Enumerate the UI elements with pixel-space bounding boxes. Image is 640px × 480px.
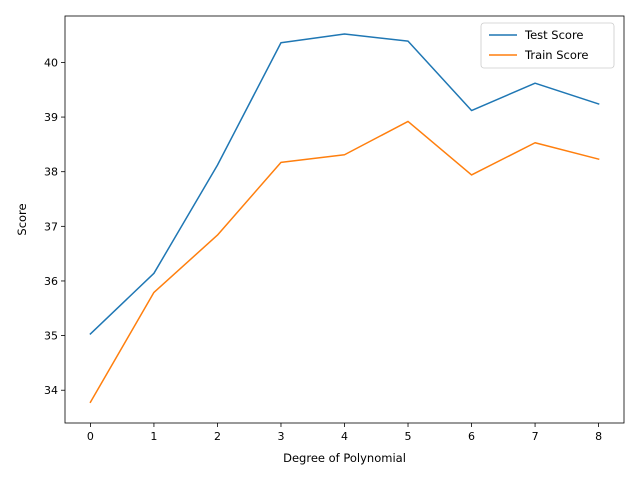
x-tick-label: 6 [468,430,475,443]
series-line-test-score [89,33,600,336]
y-tick-label: 35 [44,330,58,343]
x-tick-label: 0 [87,430,94,443]
y-tick-label: 36 [44,275,58,288]
y-tick-label: 34 [44,384,58,397]
x-tick-label: 5 [405,430,412,443]
y-tick-label: 39 [44,111,58,124]
x-tick-label: 8 [595,430,602,443]
x-axis-label: Degree of Polynomial [283,451,406,465]
x-axis-ticks: 0 1 2 3 4 5 6 7 8 [87,423,602,443]
legend-entries: Test Score Train Score [489,28,588,62]
x-tick-label: 2 [214,430,221,443]
series-line-train-score [89,120,600,404]
x-tick-label: 7 [532,430,539,443]
x-tick-label: 1 [150,430,157,443]
legend: Test Score Train Score [480,22,615,69]
x-tick-label: 4 [341,430,348,443]
y-axis-label: Score [15,203,29,235]
series-layer [89,33,600,404]
y-tick-label: 38 [44,166,58,179]
legend-label: Test Score [524,28,584,42]
legend-label: Train Score [524,48,588,62]
y-tick-label: 37 [44,220,58,233]
y-axis-ticks: 34 35 36 37 38 39 40 [44,56,65,397]
y-tick-label: 40 [44,56,58,69]
x-tick-label: 3 [277,430,284,443]
